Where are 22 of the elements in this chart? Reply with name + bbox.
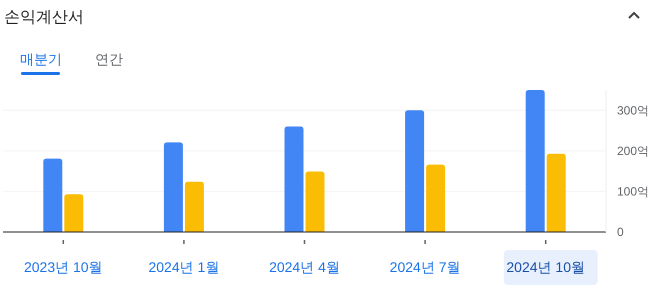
bar [164, 142, 183, 232]
y-tick-label: 100억 [617, 184, 650, 199]
y-tick-label: 0 [617, 225, 624, 240]
chart-title: 손익계산서 [4, 9, 84, 26]
x-tick-label: 2024년 1월 [148, 259, 220, 275]
text: 매분기 [20, 51, 62, 67]
bar [64, 194, 84, 232]
bar [184, 182, 204, 232]
text: 연간 [95, 51, 123, 67]
bar [546, 154, 566, 232]
bar [405, 110, 424, 232]
y-tick-label: 200억 [617, 144, 650, 158]
x-tick-label: 2024년 7월 [390, 259, 461, 275]
bar [43, 158, 62, 232]
x-tick-label: 2023년 10월 [24, 259, 103, 275]
bar [284, 126, 304, 232]
x-tick-label: 2024년 10월 [506, 259, 586, 275]
x-tick-label: 2024년 4월 [269, 259, 340, 275]
y-tick-label: 300억 [617, 103, 650, 118]
bar [426, 164, 446, 232]
bar [306, 172, 324, 232]
bar [526, 90, 545, 232]
